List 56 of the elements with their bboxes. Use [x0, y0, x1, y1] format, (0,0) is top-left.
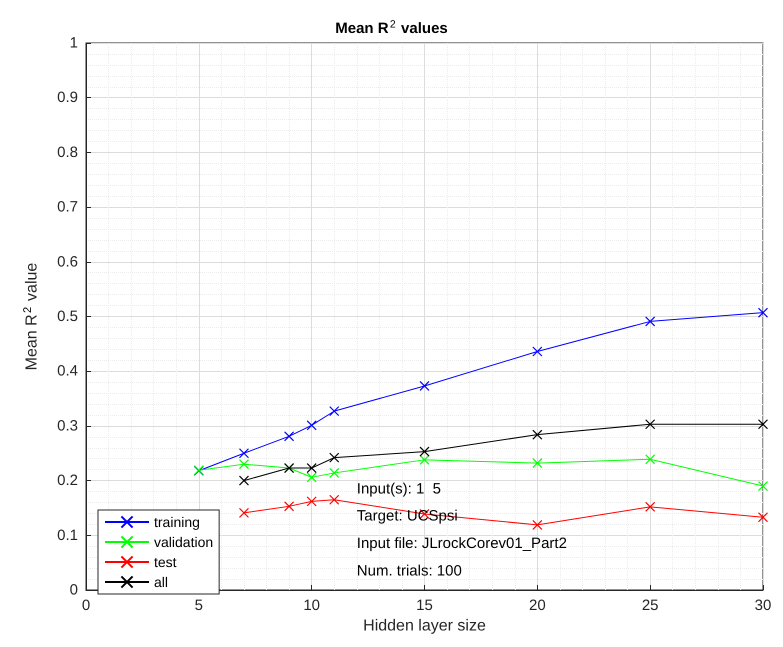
point	[758, 308, 768, 318]
y-tick-label: 0.2	[57, 472, 78, 490]
point	[238, 448, 250, 458]
x-tick-label: 25	[642, 597, 659, 614]
y-tick-label: 0.7	[57, 198, 78, 216]
point	[645, 502, 656, 512]
y-tick-label: 0.3	[57, 417, 78, 434]
y-tick-label: 0.1	[57, 526, 78, 544]
point	[306, 420, 317, 430]
point	[532, 458, 542, 468]
y-tick-label: 0.6	[57, 253, 78, 270]
legend-label: training	[154, 514, 200, 530]
x-tick-label: 15	[416, 597, 433, 614]
point	[532, 520, 542, 530]
point	[532, 346, 542, 357]
point	[238, 459, 250, 470]
y-tick-label: 1	[70, 34, 78, 52]
point	[419, 380, 430, 392]
annotation: Input(s): 1 5	[356, 480, 442, 498]
point	[329, 468, 340, 478]
x-tick-label: 5	[194, 597, 204, 614]
y-axis-title: Mean R2 value	[22, 262, 40, 370]
x-axis-title: Hidden layer size	[363, 618, 486, 634]
y-tick-label: 0.5	[57, 308, 78, 325]
point	[238, 508, 250, 518]
point	[758, 512, 768, 522]
y-tick-label: 0	[70, 582, 78, 598]
point	[645, 316, 656, 327]
point	[329, 406, 340, 416]
legend-label: validation	[154, 534, 214, 550]
point	[532, 430, 542, 440]
legend-label: all	[154, 574, 168, 590]
annotation: Num. trials: 100	[356, 562, 462, 580]
x-tick-label: 20	[528, 597, 546, 614]
y-tick-label: 0.9	[57, 89, 78, 106]
legend-label: test	[154, 554, 177, 570]
x-tick-label: 30	[754, 597, 772, 614]
point	[758, 419, 768, 430]
point	[284, 431, 294, 442]
point	[645, 454, 656, 464]
point	[645, 419, 656, 430]
point	[306, 472, 317, 482]
point	[306, 496, 317, 506]
point	[306, 462, 317, 474]
y-tick-label: 0.4	[57, 362, 78, 380]
point	[284, 501, 294, 512]
point	[329, 494, 340, 505]
point	[419, 454, 430, 465]
x-tick-label: 0	[82, 597, 90, 614]
x-tick-label: 10	[303, 597, 320, 614]
point	[238, 476, 250, 486]
point	[419, 446, 430, 457]
point	[758, 480, 768, 492]
y-tick-label: 0.8	[57, 144, 78, 161]
point	[329, 452, 340, 463]
annotation: Input file: JLrockCorev01_Part2	[356, 535, 567, 552]
